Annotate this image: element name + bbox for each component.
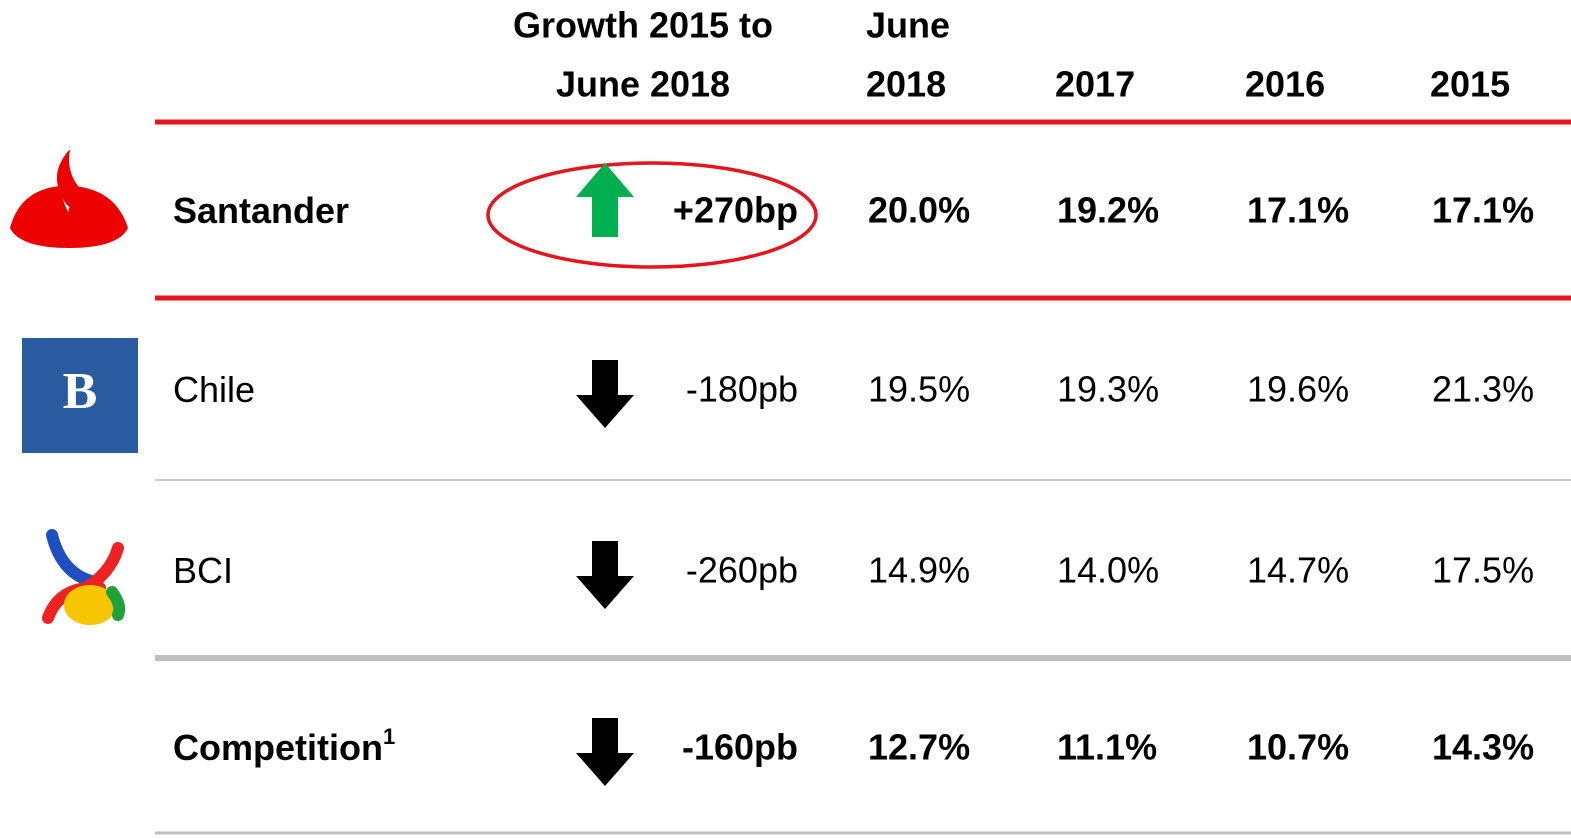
column-header: 2016 bbox=[1245, 64, 1325, 105]
growth-value: -180pb bbox=[686, 369, 798, 410]
column-header: Growth 2015 to bbox=[513, 5, 773, 46]
santander-logo bbox=[10, 150, 128, 248]
cell-value: 14.9% bbox=[868, 550, 970, 591]
growth-value: -160pb bbox=[682, 727, 798, 768]
row-name: BCI bbox=[173, 550, 233, 591]
down-arrow bbox=[576, 541, 634, 609]
footnote-mark: 1 bbox=[383, 724, 395, 749]
cell-value: 14.3% bbox=[1432, 727, 1534, 768]
svg-text:B: B bbox=[63, 363, 98, 420]
cell-value: 10.7% bbox=[1247, 727, 1349, 768]
row-name-text: Santander bbox=[173, 190, 349, 231]
row-name-text: BCI bbox=[173, 550, 233, 591]
column-header: June bbox=[866, 5, 950, 46]
cell-value: 19.5% bbox=[868, 369, 970, 410]
growth-value: -260pb bbox=[686, 550, 798, 591]
cell-value: 12.7% bbox=[868, 727, 970, 768]
column-header: June 2018 bbox=[556, 64, 730, 105]
cell-value: 14.0% bbox=[1057, 550, 1159, 591]
cell-value: 21.3% bbox=[1432, 369, 1534, 410]
cell-value: 19.6% bbox=[1247, 369, 1349, 410]
row-name: Santander bbox=[173, 190, 349, 231]
cell-value: 19.2% bbox=[1057, 190, 1159, 231]
cell-value: 17.5% bbox=[1432, 550, 1534, 591]
cell-value: 11.1% bbox=[1057, 727, 1157, 768]
column-header: 2015 bbox=[1430, 64, 1510, 105]
row-name: Competition1 bbox=[173, 724, 395, 768]
cell-value: 14.7% bbox=[1247, 550, 1349, 591]
up-arrow bbox=[576, 163, 634, 237]
growth-value: +270bp bbox=[673, 190, 798, 231]
chile-logo: B bbox=[22, 338, 138, 453]
down-arrow bbox=[576, 718, 634, 786]
cell-value: 19.3% bbox=[1057, 369, 1159, 410]
highlight-ellipse bbox=[486, 161, 818, 269]
cell-value: 17.1% bbox=[1247, 190, 1349, 231]
bci-logo bbox=[42, 529, 126, 625]
cell-value: 17.1% bbox=[1432, 190, 1534, 231]
row-name: Chile bbox=[173, 369, 255, 410]
row-name-text: Competition bbox=[173, 727, 383, 768]
column-header: 2018 bbox=[866, 64, 946, 105]
down-arrow bbox=[576, 360, 634, 428]
column-header: 2017 bbox=[1055, 64, 1135, 105]
row-name-text: Chile bbox=[173, 369, 255, 410]
cell-value: 20.0% bbox=[868, 190, 970, 231]
